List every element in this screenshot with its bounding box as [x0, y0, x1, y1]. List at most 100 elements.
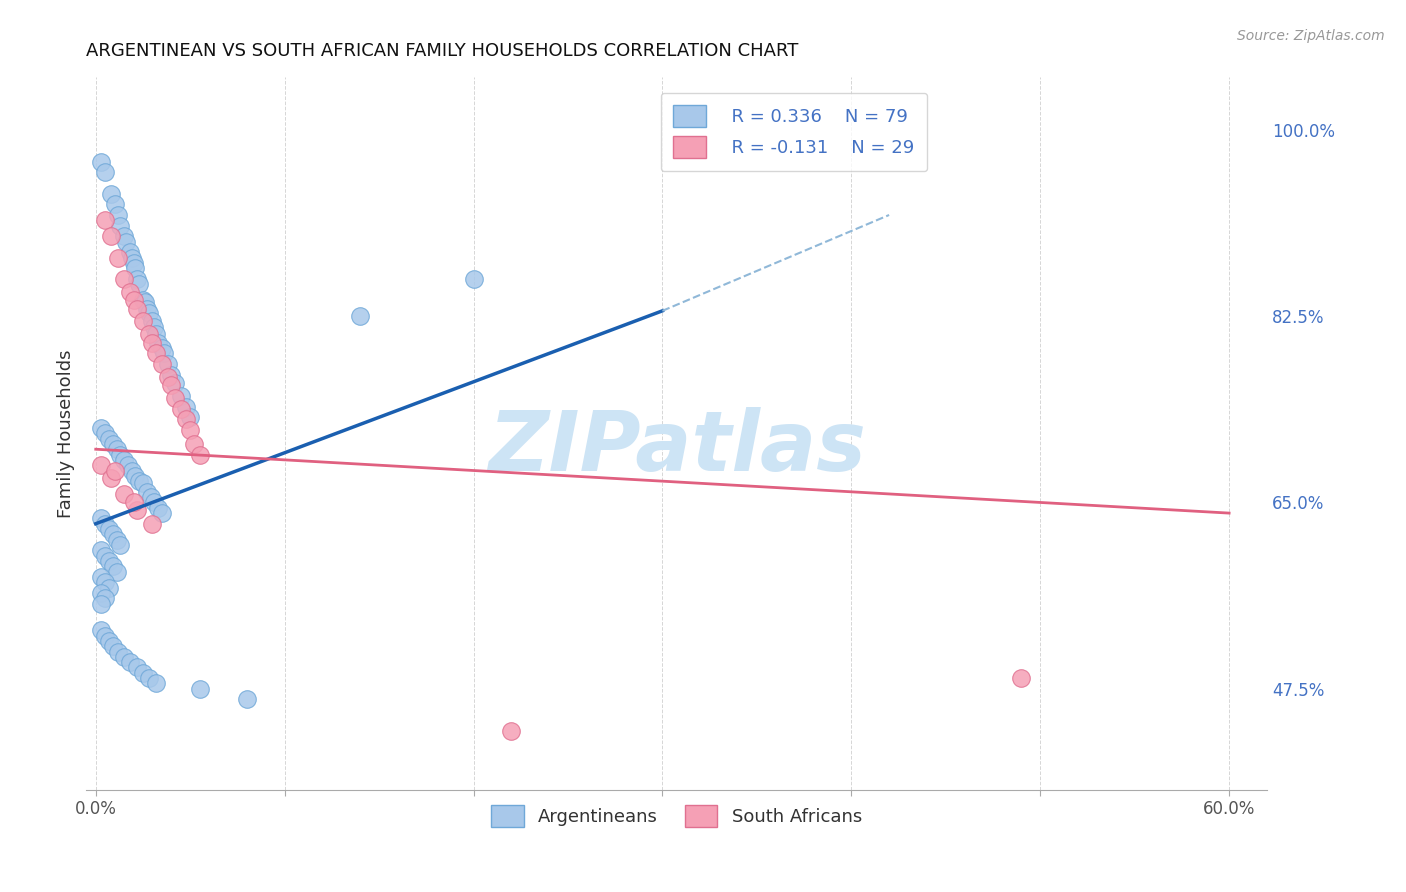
Point — [143, 495, 166, 509]
Point — [349, 309, 371, 323]
Point — [143, 319, 166, 334]
Point — [100, 229, 122, 244]
Point — [94, 591, 117, 606]
Point — [101, 527, 124, 541]
Point — [176, 412, 198, 426]
Point — [94, 516, 117, 531]
Point — [105, 533, 128, 547]
Point — [165, 376, 187, 391]
Point — [132, 314, 155, 328]
Point — [463, 272, 485, 286]
Point — [90, 543, 112, 558]
Point — [94, 213, 117, 227]
Point — [101, 639, 124, 653]
Point — [97, 581, 120, 595]
Point — [141, 516, 163, 531]
Point — [112, 272, 135, 286]
Point — [110, 538, 132, 552]
Point — [104, 197, 127, 211]
Point — [94, 426, 117, 441]
Text: ARGENTINEAN VS SOUTH AFRICAN FAMILY HOUSEHOLDS CORRELATION CHART: ARGENTINEAN VS SOUTH AFRICAN FAMILY HOUS… — [86, 42, 799, 60]
Point — [90, 458, 112, 473]
Point — [122, 293, 145, 308]
Point — [117, 458, 139, 473]
Point — [134, 295, 156, 310]
Point — [138, 327, 160, 342]
Point — [501, 724, 523, 739]
Point — [170, 389, 193, 403]
Point — [145, 676, 167, 690]
Legend: Argentineans, South Africans: Argentineans, South Africans — [484, 798, 869, 834]
Point — [188, 448, 211, 462]
Point — [127, 301, 149, 316]
Point — [112, 649, 135, 664]
Point — [97, 432, 120, 446]
Point — [118, 655, 141, 669]
Point — [97, 554, 120, 568]
Text: ZIPatlas: ZIPatlas — [488, 407, 866, 488]
Point — [115, 235, 138, 249]
Point — [150, 357, 173, 371]
Point — [160, 378, 183, 392]
Point — [94, 575, 117, 590]
Point — [132, 293, 155, 308]
Point — [132, 476, 155, 491]
Point — [156, 369, 179, 384]
Point — [135, 484, 157, 499]
Point — [90, 624, 112, 638]
Point — [145, 346, 167, 360]
Point — [121, 463, 143, 477]
Point — [141, 335, 163, 350]
Point — [112, 453, 135, 467]
Point — [104, 463, 127, 477]
Point — [150, 506, 173, 520]
Text: Source: ZipAtlas.com: Source: ZipAtlas.com — [1237, 29, 1385, 43]
Point — [110, 219, 132, 233]
Point — [127, 272, 149, 286]
Point — [94, 628, 117, 642]
Point — [118, 245, 141, 260]
Point — [122, 495, 145, 509]
Point — [101, 559, 124, 574]
Point — [127, 503, 149, 517]
Point — [128, 277, 150, 292]
Point — [100, 471, 122, 485]
Point — [165, 391, 187, 405]
Point — [156, 357, 179, 371]
Point — [1010, 671, 1032, 685]
Point — [150, 341, 173, 355]
Point — [139, 490, 162, 504]
Point — [152, 346, 174, 360]
Point — [236, 692, 259, 706]
Point — [124, 261, 146, 276]
Point — [97, 633, 120, 648]
Point — [90, 511, 112, 525]
Point — [160, 368, 183, 382]
Point — [179, 423, 201, 437]
Point — [112, 229, 135, 244]
Point — [94, 549, 117, 563]
Point — [94, 165, 117, 179]
Point — [90, 570, 112, 584]
Point — [170, 401, 193, 416]
Point — [107, 644, 129, 658]
Point — [146, 500, 169, 515]
Point — [128, 474, 150, 488]
Point — [145, 327, 167, 342]
Point — [183, 437, 205, 451]
Point — [118, 285, 141, 299]
Point — [135, 301, 157, 316]
Point — [90, 154, 112, 169]
Point — [90, 597, 112, 611]
Point — [100, 186, 122, 201]
Point — [141, 314, 163, 328]
Point — [107, 208, 129, 222]
Point — [188, 681, 211, 696]
Point — [107, 251, 129, 265]
Point — [176, 400, 198, 414]
Point — [122, 256, 145, 270]
Point — [138, 306, 160, 320]
Point — [127, 660, 149, 674]
Point — [110, 448, 132, 462]
Point — [121, 251, 143, 265]
